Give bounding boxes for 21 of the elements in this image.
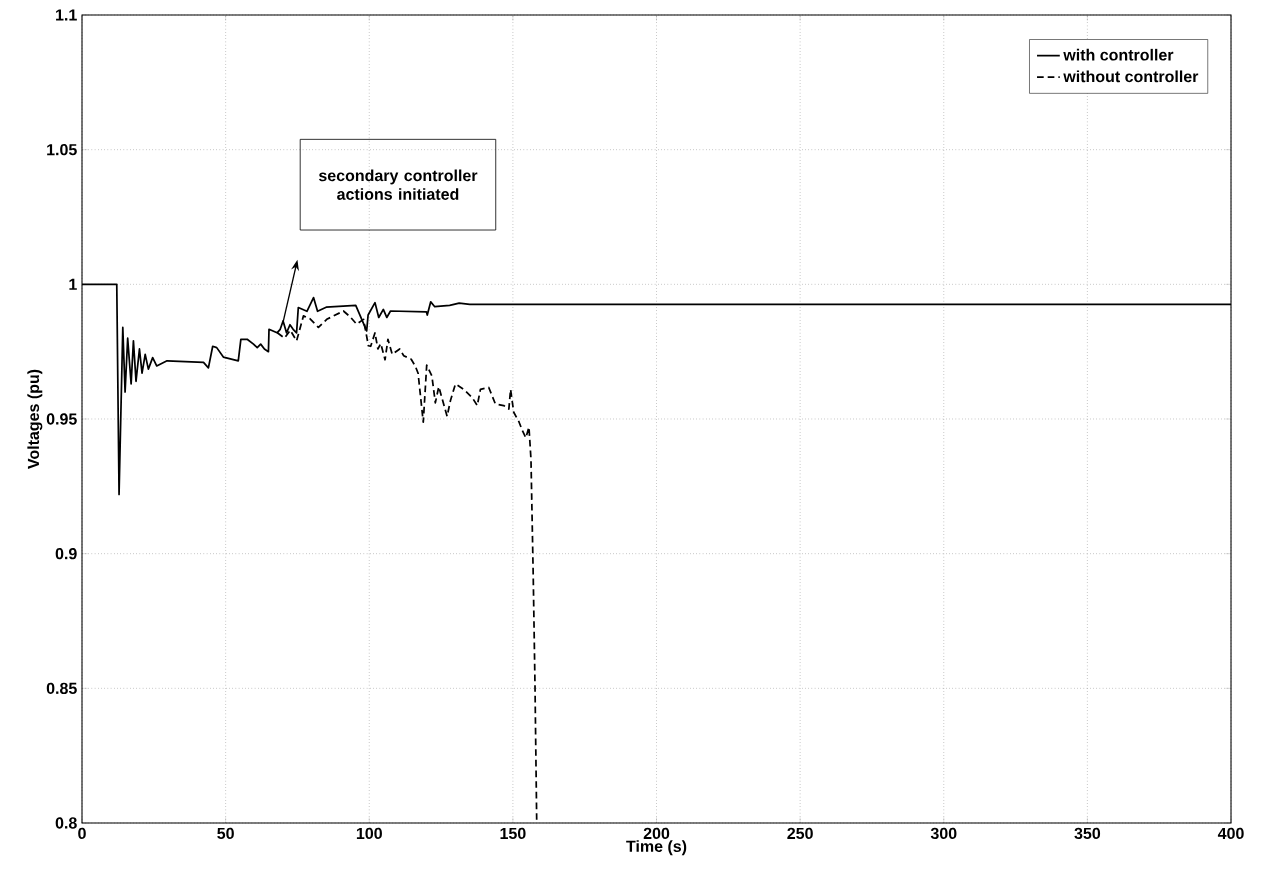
y-tick-label: 0.85 [46,682,77,694]
legend-label: with controller [1063,48,1174,61]
x-tick-label: 400 [1217,827,1244,840]
x-tick-label: 250 [787,827,813,840]
x-tick-label: 150 [500,827,526,840]
y-tick-label: 1.05 [47,144,77,156]
y-tick-label: 1.1 [56,9,77,21]
x-tick-label: 200 [643,827,670,840]
x-tick-label: 50 [217,827,234,840]
y-axis-title: Voltages (pu) [27,369,43,469]
y-tick-label: 1 [69,278,77,290]
legend-label: without controller [1063,70,1199,83]
y-tick-label: 0.95 [46,413,77,425]
x-axis-title: Time (s) [626,840,687,856]
x-tick-label: 300 [930,827,957,840]
y-tick-label: 0.9 [55,548,77,560]
x-tick-label: 0 [78,827,86,840]
x-tick-label: 100 [356,827,382,840]
annotation: secondary controller actions initiated [318,169,478,200]
y-tick-label: 0.8 [55,817,77,829]
x-tick-label: 350 [1074,827,1101,840]
